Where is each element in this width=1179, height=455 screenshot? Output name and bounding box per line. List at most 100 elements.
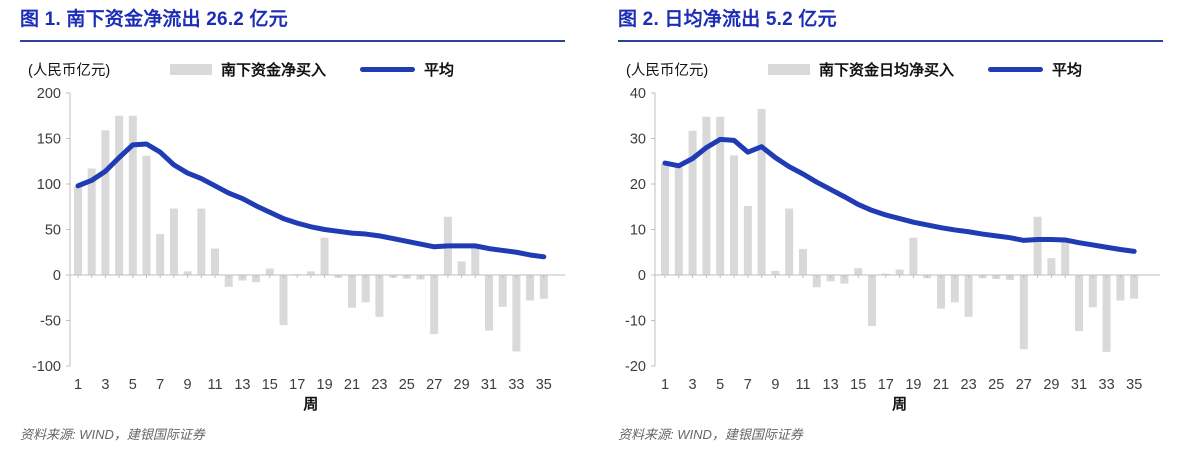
source-note: 资料来源: WIND，建银国际证券 <box>20 427 205 442</box>
x-tick-label: 1 <box>74 377 82 393</box>
x-tick-label: 35 <box>536 377 552 393</box>
legend: 南下资金日均净买入 平均 <box>768 59 1082 80</box>
x-tick-label: 17 <box>289 377 305 393</box>
x-tick-label: 33 <box>1099 377 1115 393</box>
x-tick-label: 3 <box>101 377 109 393</box>
figure-1-panel: 图 1. 南下资金净流出 26.2 亿元 (人民币亿元) 南下资金净买入 平均 … <box>20 0 565 455</box>
figure-1-title: 图 1. 南下资金净流出 26.2 亿元 <box>20 9 288 30</box>
bar-week-14 <box>252 275 261 283</box>
bar-week-5 <box>128 115 137 275</box>
bar-week-6 <box>142 155 151 275</box>
x-tick-label: 13 <box>234 377 250 393</box>
x-tick-label: 25 <box>988 377 1004 393</box>
bar-week-34 <box>526 275 535 301</box>
bar-week-8 <box>757 108 766 275</box>
average-line <box>75 141 547 260</box>
bar-week-11 <box>211 248 219 275</box>
title-underline <box>618 40 1163 42</box>
bars-series <box>661 108 1139 352</box>
x-axis-title: 周 <box>303 396 318 413</box>
average-line <box>662 136 1137 254</box>
x-tick-label: 13 <box>823 377 839 393</box>
line-legend-label: 平均 <box>1052 61 1083 79</box>
x-tick-label: 17 <box>878 377 894 393</box>
x-tick-label: 21 <box>344 377 360 393</box>
bar-week-14 <box>840 275 849 284</box>
bars-series <box>74 115 548 352</box>
line-legend-swatch <box>360 66 416 72</box>
bar-legend-swatch <box>768 63 810 75</box>
bar-week-28 <box>1033 216 1042 275</box>
bar-week-23 <box>375 275 384 317</box>
x-tick-label: 7 <box>744 377 752 393</box>
y-tick-label: -50 <box>40 314 61 330</box>
bar-week-2 <box>87 168 96 275</box>
bar-week-1 <box>74 186 82 275</box>
bar-week-15 <box>854 268 863 275</box>
x-tick-label: 19 <box>905 377 921 393</box>
bar-week-19 <box>909 237 918 275</box>
legend: 南下资金净买入 平均 <box>170 59 454 80</box>
bar-week-19 <box>320 237 329 275</box>
bar-week-23 <box>964 275 973 317</box>
x-tick-label: 25 <box>399 377 415 393</box>
bar-week-27 <box>430 275 439 335</box>
bar-week-32 <box>498 275 507 307</box>
bar-week-22 <box>361 275 370 303</box>
x-tick-label: 23 <box>961 377 977 393</box>
y-tick-label: 0 <box>638 268 646 284</box>
x-tick-label: 35 <box>1126 377 1142 393</box>
bar-legend-swatch <box>170 63 212 75</box>
bar-legend-label: 南下资金日均净买入 <box>819 61 955 79</box>
bar-week-3 <box>688 130 697 275</box>
bar-week-35 <box>539 275 548 299</box>
x-tick-label: 29 <box>1043 377 1059 393</box>
bar-week-4 <box>702 116 711 275</box>
bar-week-4 <box>115 115 124 275</box>
bar-week-7 <box>743 205 752 275</box>
x-tick-label: 21 <box>933 377 949 393</box>
figure-1-header: (人民币亿元) 南下资金净买入 平均 <box>28 56 565 82</box>
x-tick-label: 9 <box>771 377 779 393</box>
title-underline <box>20 40 565 42</box>
bar-week-33 <box>1102 275 1111 352</box>
bar-week-2 <box>674 167 683 275</box>
bar-week-1 <box>661 163 669 275</box>
y-axis-unit-label: (人民币亿元) <box>626 62 709 79</box>
y-tick-label: -10 <box>625 314 646 330</box>
x-tick-label: 27 <box>1016 377 1032 393</box>
x-tick-label: 15 <box>850 377 866 393</box>
y-tick-label: 30 <box>630 132 646 148</box>
x-tick-label: 15 <box>262 377 278 393</box>
bar-week-10 <box>197 208 206 275</box>
bar-week-9 <box>183 271 192 275</box>
bar-week-3 <box>101 130 110 275</box>
bar-week-8 <box>169 208 178 275</box>
x-tick-label: 31 <box>481 377 497 393</box>
x-axis-title: 周 <box>892 396 907 413</box>
y-tick-label: 10 <box>630 223 646 239</box>
figure-2-header: (人民币亿元) 南下资金日均净买入 平均 <box>626 56 1163 82</box>
bar-week-10 <box>785 208 794 275</box>
bar-week-31 <box>485 275 493 331</box>
bar-week-30 <box>471 245 480 275</box>
y-tick-label: 0 <box>53 268 61 284</box>
x-tick-label: 5 <box>716 377 724 393</box>
figure-2-panel: 图 2. 日均净流出 5.2 亿元 (人民币亿元) 南下资金日均净买入 平均 4… <box>618 0 1163 455</box>
x-tick-label: 3 <box>689 377 697 393</box>
bar-week-17 <box>881 273 890 275</box>
line-legend-label: 平均 <box>424 61 455 79</box>
bar-week-21 <box>937 275 945 309</box>
bar-week-21 <box>348 275 356 308</box>
bar-week-32 <box>1088 275 1097 308</box>
x-tick-label: 33 <box>508 377 524 393</box>
figure-2-title: 图 2. 日均净流出 5.2 亿元 <box>618 9 837 30</box>
bar-week-13 <box>826 275 835 282</box>
bar-week-7 <box>156 234 165 275</box>
bar-week-31 <box>1075 275 1083 331</box>
bar-week-15 <box>265 268 274 275</box>
bar-week-12 <box>224 275 233 287</box>
bar-week-6 <box>730 155 738 275</box>
bar-week-33 <box>512 275 521 352</box>
